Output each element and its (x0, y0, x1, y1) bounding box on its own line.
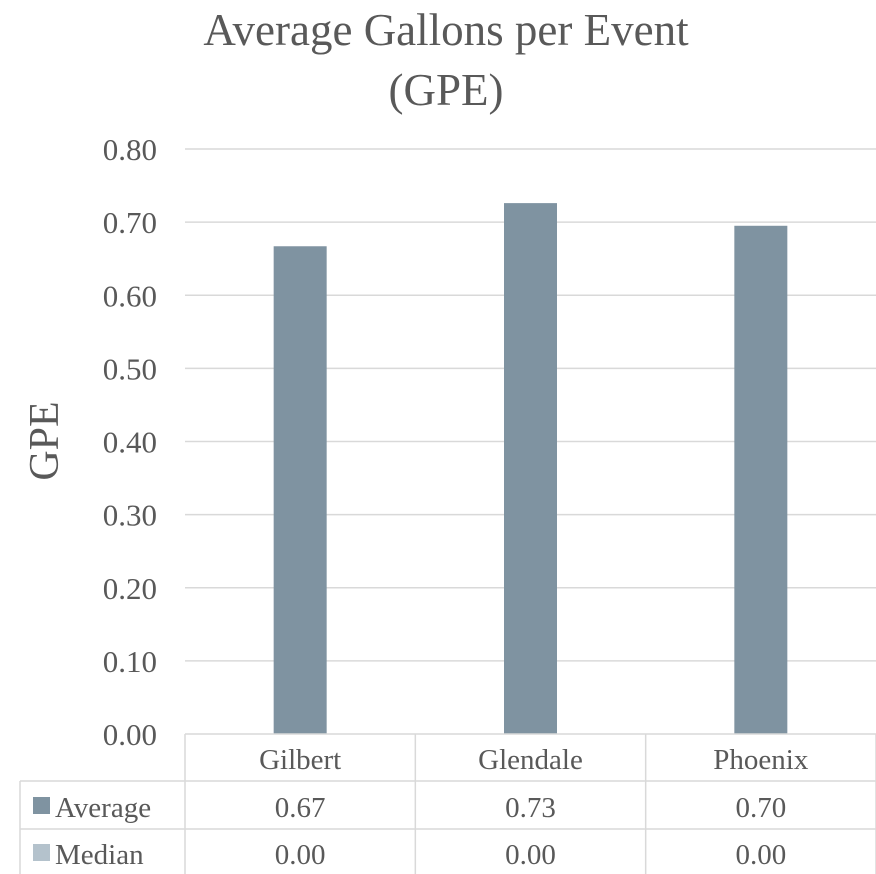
y-tick-label: 0.20 (103, 571, 157, 606)
y-tick-label: 0.80 (103, 132, 157, 167)
x-category-label: Phoenix (713, 744, 809, 776)
chart-title-line-1: Average Gallons per Event (203, 5, 689, 55)
bar-average-gilbert (273, 246, 327, 734)
data-label-median: 0.00 (275, 839, 326, 871)
y-tick-label: 0.60 (103, 278, 157, 313)
data-label-median: 0.00 (505, 839, 556, 871)
legend-label-median: Median (55, 839, 144, 871)
legend-key-median (33, 844, 50, 861)
y-tick-labels: 0.00 0.10 0.20 0.30 0.40 0.50 0.60 0.70 0.80 (103, 132, 157, 752)
y-tick-label: 0.50 (103, 351, 157, 386)
chart-title-line-2: (GPE) (389, 65, 504, 115)
y-tick-label: 0.40 (103, 425, 157, 460)
x-category-label: Glendale (478, 744, 583, 776)
y-tick-label: 0.10 (103, 644, 157, 679)
data-label-average: 0.73 (505, 792, 556, 824)
bars (273, 203, 788, 735)
bar-average-glendale (504, 203, 557, 735)
y-tick-label: 0.00 (103, 717, 157, 752)
data-label-median: 0.00 (735, 839, 786, 871)
legend-label-average: Average (55, 792, 151, 824)
legend-key-average (33, 797, 50, 814)
bar-average-phoenix (734, 225, 788, 734)
y-tick-label: 0.70 (103, 205, 157, 240)
y-axis-label: GPE (22, 401, 68, 480)
data-label-average: 0.70 (735, 792, 786, 824)
x-category-label: Gilbert (259, 744, 341, 776)
data-table: Gilbert Glendale Phoenix Average 0.67 0.73 0.7… (19, 733, 876, 874)
data-label-average: 0.67 (275, 792, 326, 824)
y-tick-label: 0.30 (103, 498, 157, 533)
